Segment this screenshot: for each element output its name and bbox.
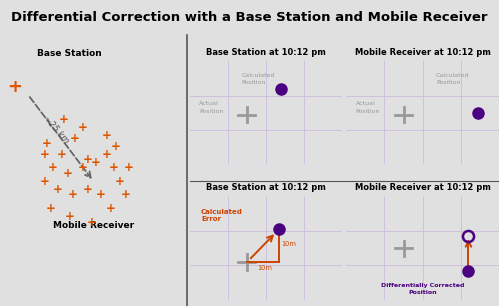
Text: Position: Position xyxy=(241,80,265,84)
Text: Actual: Actual xyxy=(199,101,219,106)
Text: +: + xyxy=(53,183,63,196)
Text: +: + xyxy=(47,161,57,174)
Text: +: + xyxy=(57,148,67,161)
Text: Mobile Receiver at 10:12 pm: Mobile Receiver at 10:12 pm xyxy=(355,47,491,57)
Text: +: + xyxy=(120,188,130,201)
Text: Mobile Receiver at 10:12 pm: Mobile Receiver at 10:12 pm xyxy=(355,183,491,192)
Text: 10m: 10m xyxy=(281,241,296,247)
Text: Position: Position xyxy=(436,80,461,84)
Text: +: + xyxy=(109,161,119,174)
Text: +: + xyxy=(64,210,74,223)
Text: +: + xyxy=(59,113,68,126)
Text: Position: Position xyxy=(199,109,224,114)
Text: +: + xyxy=(42,137,52,150)
Text: +: + xyxy=(68,188,78,201)
Text: 10m: 10m xyxy=(257,265,272,271)
Text: Differentially Corrected: Differentially Corrected xyxy=(381,283,465,288)
Text: +: + xyxy=(105,202,115,215)
Text: Actual: Actual xyxy=(356,101,376,106)
Text: +: + xyxy=(62,167,72,180)
Text: Differential Correction with a Base Station and Mobile Receiver: Differential Correction with a Base Stat… xyxy=(11,11,488,24)
Text: Mobile Receiver: Mobile Receiver xyxy=(53,221,134,230)
Text: Base Station at 10:12 pm: Base Station at 10:12 pm xyxy=(206,183,326,192)
Text: +: + xyxy=(7,78,22,96)
Text: Calculated: Calculated xyxy=(201,209,243,215)
Text: Error: Error xyxy=(201,216,221,222)
Text: Base Station: Base Station xyxy=(37,49,102,58)
Text: +: + xyxy=(83,183,93,196)
Text: Base Station at 10:12 pm: Base Station at 10:12 pm xyxy=(206,47,326,57)
Text: Position: Position xyxy=(356,109,380,114)
Text: +: + xyxy=(83,153,93,166)
Text: +: + xyxy=(90,156,100,169)
Text: +: + xyxy=(102,129,112,142)
Text: +: + xyxy=(87,215,97,229)
Text: +: + xyxy=(96,188,106,201)
Text: Position: Position xyxy=(408,290,437,295)
Text: +: + xyxy=(45,202,55,215)
Text: +: + xyxy=(70,132,80,145)
Text: +: + xyxy=(77,161,87,174)
Text: Calculated: Calculated xyxy=(241,73,274,78)
Text: +: + xyxy=(111,140,121,153)
Text: ~25 km: ~25 km xyxy=(41,114,71,145)
Text: +: + xyxy=(124,161,134,174)
Text: +: + xyxy=(102,148,112,161)
Text: +: + xyxy=(40,175,50,188)
Text: Calculated: Calculated xyxy=(436,73,470,78)
Text: +: + xyxy=(77,121,87,134)
Text: +: + xyxy=(40,148,50,161)
Text: +: + xyxy=(115,175,125,188)
